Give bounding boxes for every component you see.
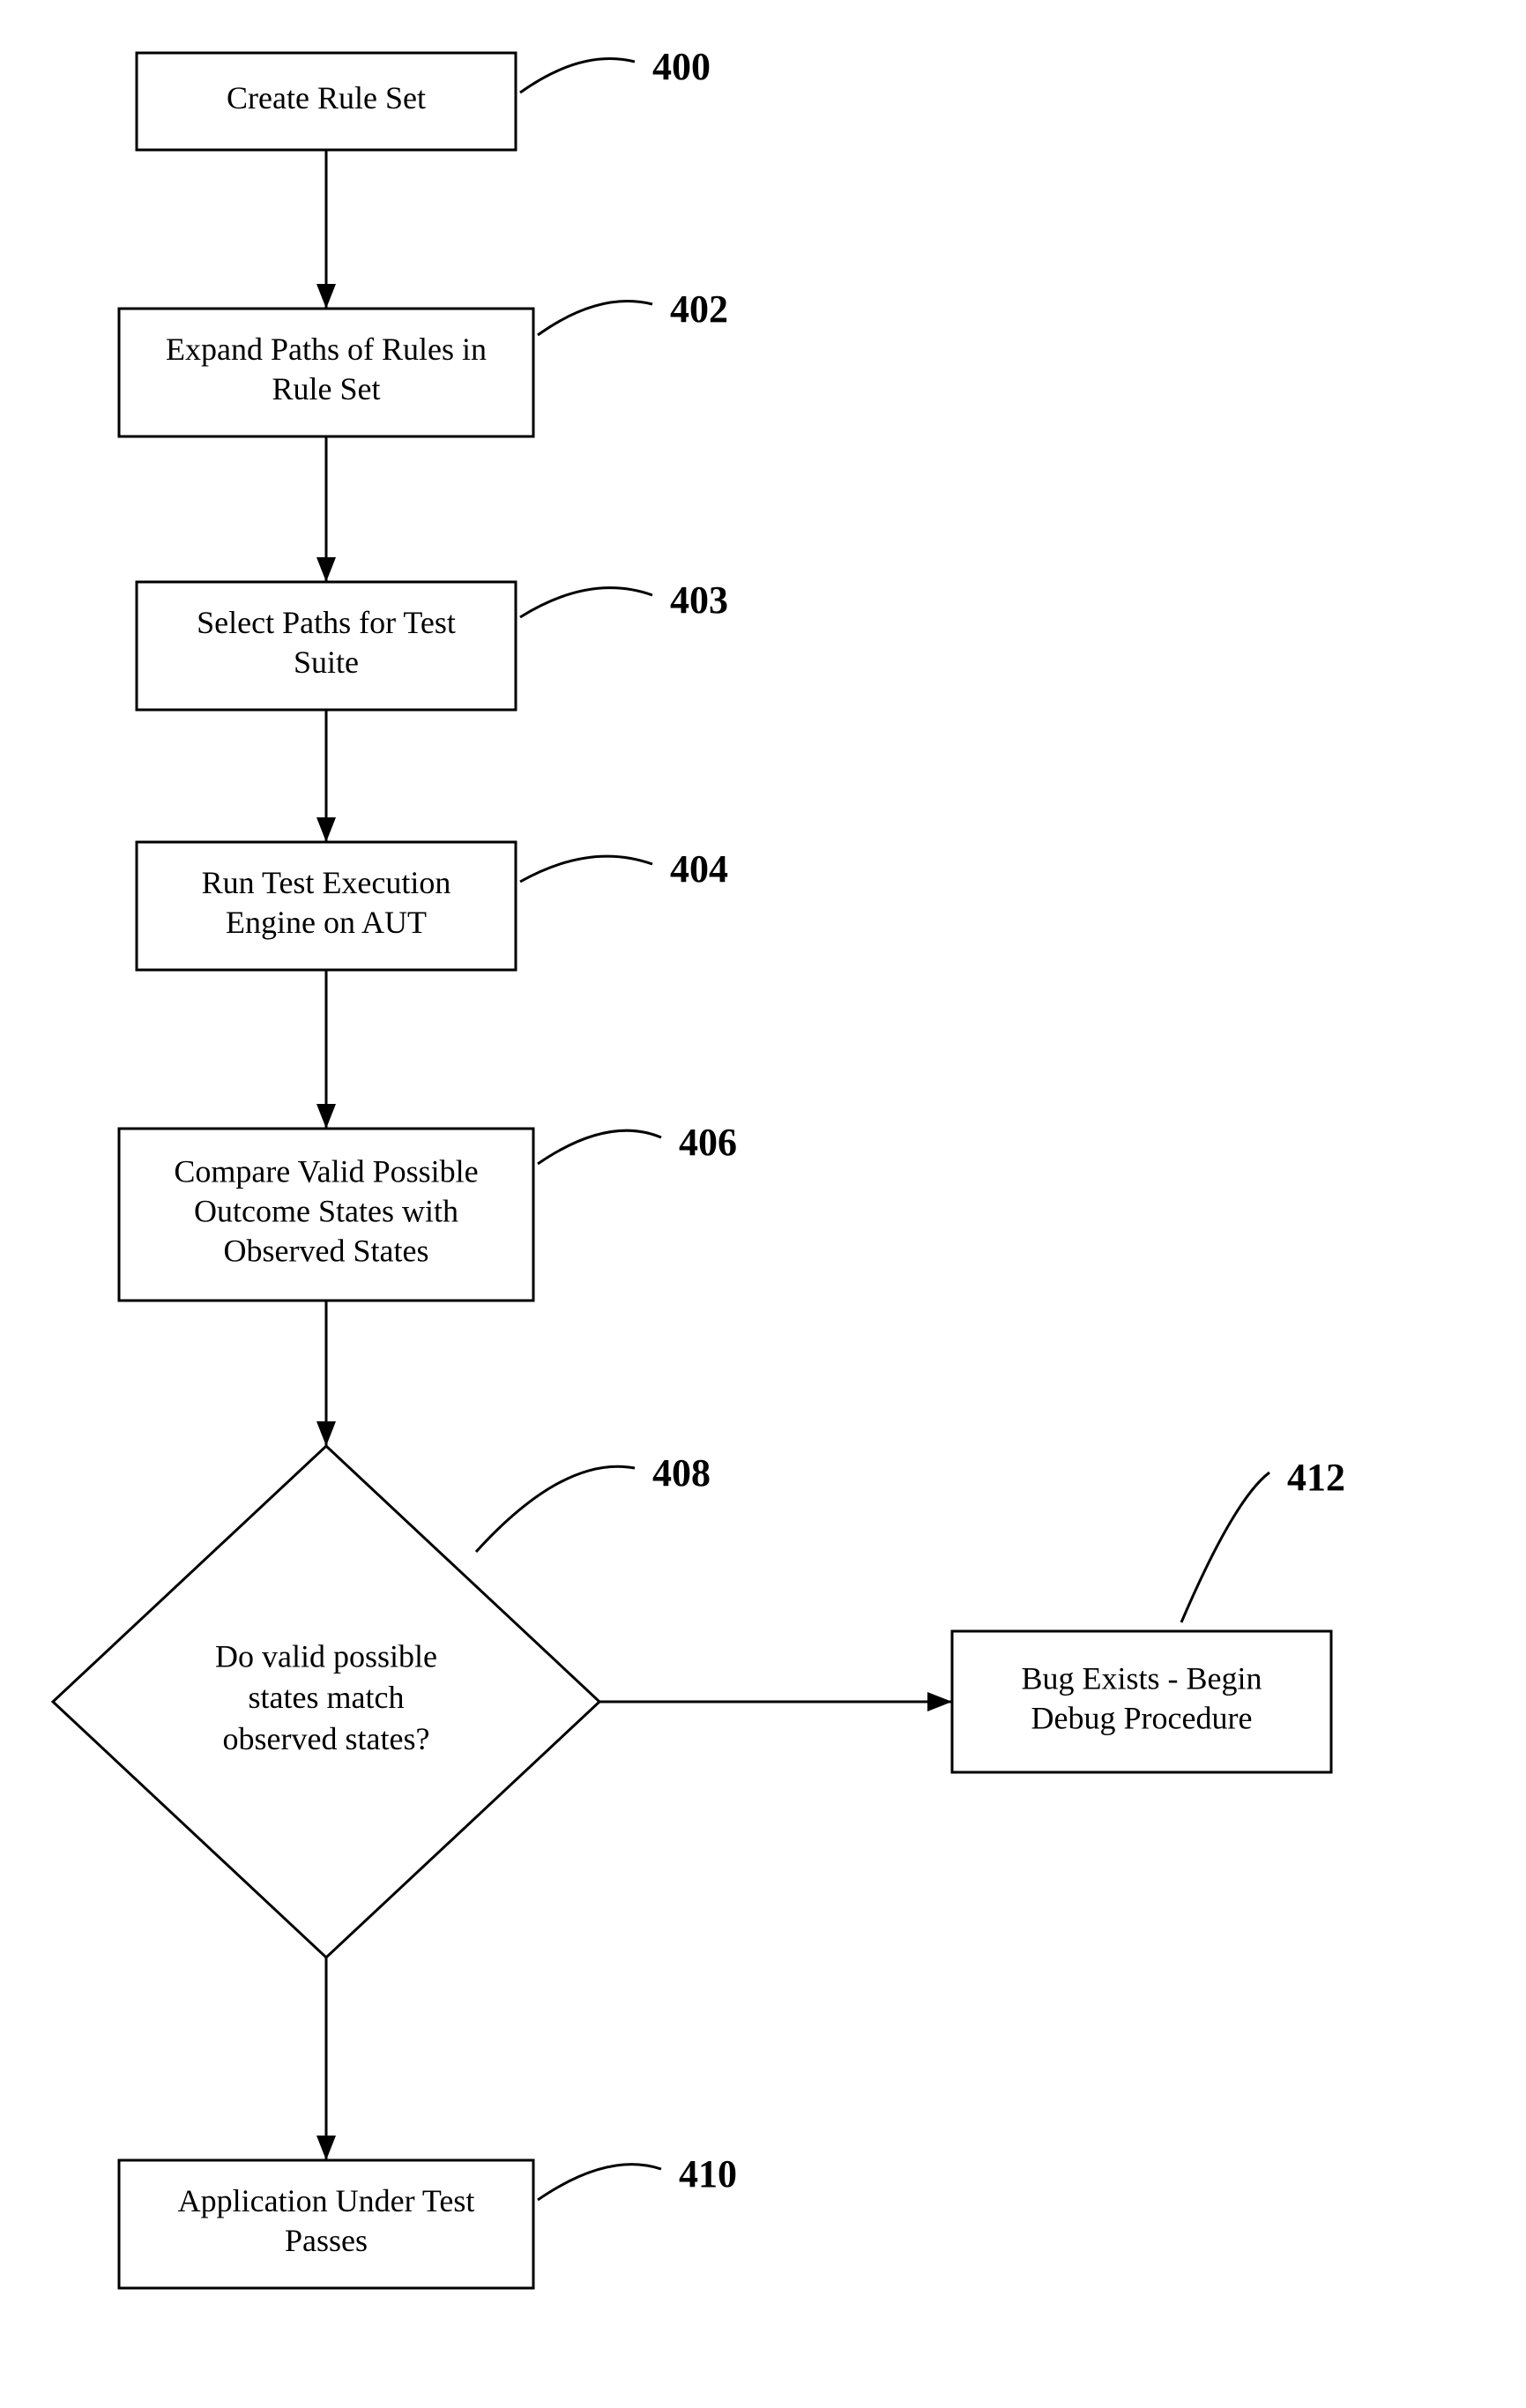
node-text: Select Paths for Test bbox=[197, 605, 456, 640]
node-label: 406 bbox=[679, 1121, 737, 1164]
node-text: Suite bbox=[294, 645, 359, 680]
node-text: Expand Paths of Rules in bbox=[166, 332, 487, 367]
node-label: 402 bbox=[670, 287, 728, 331]
node-text: observed states? bbox=[223, 1721, 430, 1756]
node-text: Bug Exists - Begin bbox=[1021, 1661, 1262, 1696]
node-text: Do valid possible bbox=[215, 1638, 437, 1674]
flow-node: Create Rule Set 400 bbox=[137, 45, 711, 150]
node-label: 408 bbox=[652, 1451, 711, 1495]
node-text: Create Rule Set bbox=[227, 80, 426, 116]
node-text: Outcome States with bbox=[194, 1194, 458, 1229]
node-label: 400 bbox=[652, 45, 711, 88]
node-label: 404 bbox=[670, 847, 728, 891]
node-text: Run Test Execution bbox=[202, 865, 451, 900]
flow-node: Expand Paths of Rules in Rule Set 402 bbox=[119, 287, 728, 436]
node-text: Compare Valid Possible bbox=[174, 1154, 478, 1189]
flow-node: Run Test Execution Engine on AUT 404 bbox=[137, 842, 728, 970]
node-text: Debug Procedure bbox=[1031, 1701, 1253, 1736]
node-label: 410 bbox=[679, 2152, 737, 2196]
flow-node: Compare Valid Possible Outcome States wit… bbox=[119, 1121, 737, 1301]
flow-node: Bug Exists - Begin Debug Procedure 412 bbox=[952, 1456, 1345, 1772]
flow-node: Application Under Test Passes 410 bbox=[119, 2152, 737, 2288]
node-text: states match bbox=[249, 1680, 405, 1715]
node-text: Application Under Test bbox=[178, 2183, 475, 2218]
node-text: Passes bbox=[285, 2223, 368, 2258]
node-label: 412 bbox=[1287, 1456, 1345, 1499]
node-text: Observed States bbox=[224, 1234, 429, 1269]
node-text: Engine on AUT bbox=[226, 905, 427, 940]
node-label: 403 bbox=[670, 578, 728, 622]
flow-node: Select Paths for Test Suite 403 bbox=[137, 578, 728, 710]
node-text: Rule Set bbox=[272, 371, 381, 406]
